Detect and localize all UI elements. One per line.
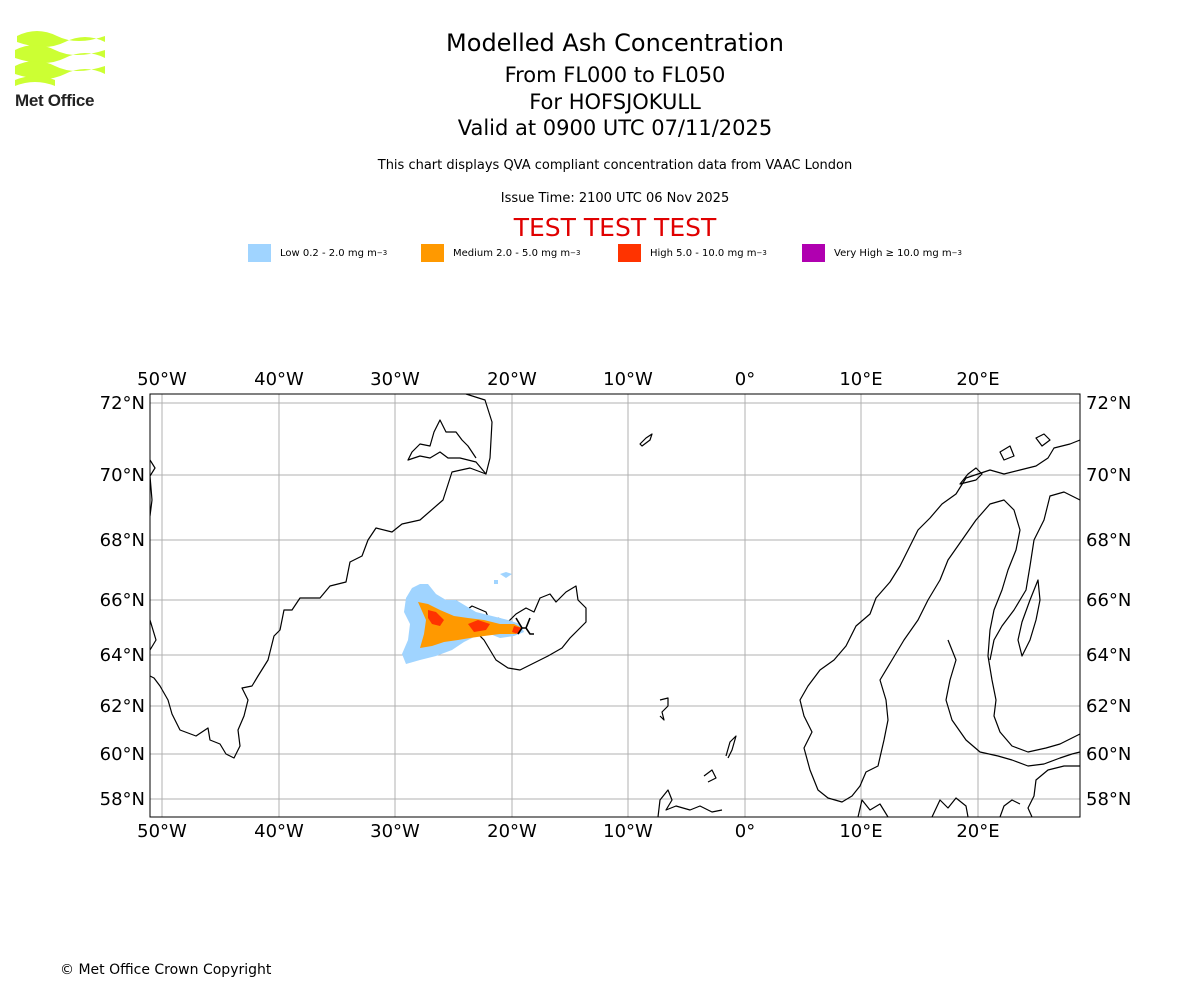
legend: Low 0.2 - 2.0 mg m −3 Medium 2.0 - 5.0 mg… (0, 244, 1200, 264)
lon-label-bottom: 10°E (839, 821, 882, 842)
lon-label-bottom: 20°E (956, 821, 999, 842)
map-gridlines (150, 394, 1080, 817)
qva-note: This chart displays QVA compliant concen… (377, 158, 853, 173)
flight-levels: From FL000 to FL050 (504, 63, 726, 87)
lon-label-bottom: 20°W (487, 821, 537, 842)
lon-label-top: 20°E (956, 369, 999, 390)
legend-label-high: High 5.0 - 10.0 mg m (650, 247, 757, 259)
lat-label-right: 70°N (1086, 465, 1131, 486)
chart-title: Modelled Ash Concentration (446, 29, 784, 57)
logo-wave-1 (17, 31, 105, 47)
logo-wave-3 (15, 61, 105, 79)
legend-label-very-high: Very High ≥ 10.0 mg m (834, 247, 952, 259)
greenland-coast (150, 394, 493, 759)
scandinavia-coast (799, 439, 1080, 803)
greenland-east-fjord (407, 419, 487, 475)
legend-swatch-medium (421, 244, 444, 262)
valid-time: Valid at 0900 UTC 07/11/2025 (457, 116, 773, 140)
lat-label-left: 60°N (100, 744, 145, 765)
legend-item-low: Low 0.2 - 2.0 mg m −3 (248, 244, 387, 262)
lat-label-left: 66°N (100, 590, 145, 611)
lat-label-right: 60°N (1086, 744, 1131, 765)
logo-wave-2 (15, 45, 105, 63)
scotland-coast (657, 735, 889, 817)
legend-swatch-very-high (802, 244, 825, 262)
issue-time: Issue Time: 2100 UTC 06 Nov 2025 (500, 191, 730, 206)
volcano-marker (515, 617, 534, 635)
lat-label-left: 72°N (100, 393, 145, 414)
lon-label-top: 20°W (487, 369, 537, 390)
legend-item-medium: Medium 2.0 - 5.0 mg m −3 (421, 244, 580, 262)
ash-high-region-east (468, 620, 522, 634)
lat-label-left: 70°N (100, 465, 145, 486)
ash-low-patch (494, 572, 512, 584)
estonia-coast (999, 765, 1080, 817)
lon-label-bottom: 30°W (370, 821, 420, 842)
ash-plume (402, 572, 524, 664)
legend-label-low: Low 0.2 - 2.0 mg m (280, 247, 377, 259)
legend-sup-low: −3 (376, 249, 388, 257)
map-frame (149, 393, 1081, 818)
lon-label-bottom: 10°W (603, 821, 653, 842)
jan-mayen (639, 433, 653, 447)
greenland-west-edge (150, 459, 157, 651)
legend-swatch-high (618, 244, 641, 262)
legend-item-high: High 5.0 - 10.0 mg m −3 (618, 244, 767, 262)
legend-swatch-low (248, 244, 271, 262)
logo-wave-4 (15, 76, 55, 86)
copyright-notice: © Met Office Crown Copyright (60, 962, 272, 978)
lat-label-left: 68°N (100, 530, 145, 551)
lat-label-left: 58°N (100, 789, 145, 810)
legend-sup-high: −3 (756, 249, 767, 257)
lat-label-left: 62°N (100, 696, 145, 717)
legend-item-very-high: Very High ≥ 10.0 mg m −3 (802, 244, 962, 262)
baltic-coast (945, 639, 1080, 767)
gulf-of-bothnia (989, 491, 1080, 661)
lon-label-bottom: 50°W (137, 821, 187, 842)
lon-label-top: 30°W (370, 369, 420, 390)
lat-label-left: 64°N (100, 645, 145, 666)
lat-label-right: 72°N (1086, 393, 1131, 414)
lat-label-right: 58°N (1086, 789, 1131, 810)
north-islands (959, 433, 1051, 485)
logo-text: Met Office (15, 91, 95, 110)
lat-label-right: 62°N (1086, 696, 1131, 717)
lon-label-top: 50°W (137, 369, 187, 390)
faroe-islands (659, 697, 669, 721)
legend-sup-medium: −3 (570, 249, 581, 257)
lat-label-right: 68°N (1086, 530, 1131, 551)
lon-label-top: 10°W (603, 369, 653, 390)
lon-label-top: 0° (735, 369, 755, 390)
legend-label-medium: Medium 2.0 - 5.0 mg m (453, 247, 571, 259)
lon-label-bottom: 0° (735, 821, 755, 842)
lon-label-top: 10°E (839, 369, 882, 390)
met-office-logo (15, 31, 105, 86)
denmark-coast (931, 797, 969, 817)
lon-label-bottom: 40°W (254, 821, 304, 842)
lon-label-top: 40°W (254, 369, 304, 390)
volcano-name: For HOFSJOKULL (529, 90, 701, 114)
lat-label-right: 66°N (1086, 590, 1131, 611)
legend-sup-very-high: −3 (951, 249, 962, 257)
lat-label-right: 64°N (1086, 645, 1131, 666)
ash-high-region-west (428, 610, 444, 626)
test-banner: TEST TEST TEST (513, 213, 717, 242)
